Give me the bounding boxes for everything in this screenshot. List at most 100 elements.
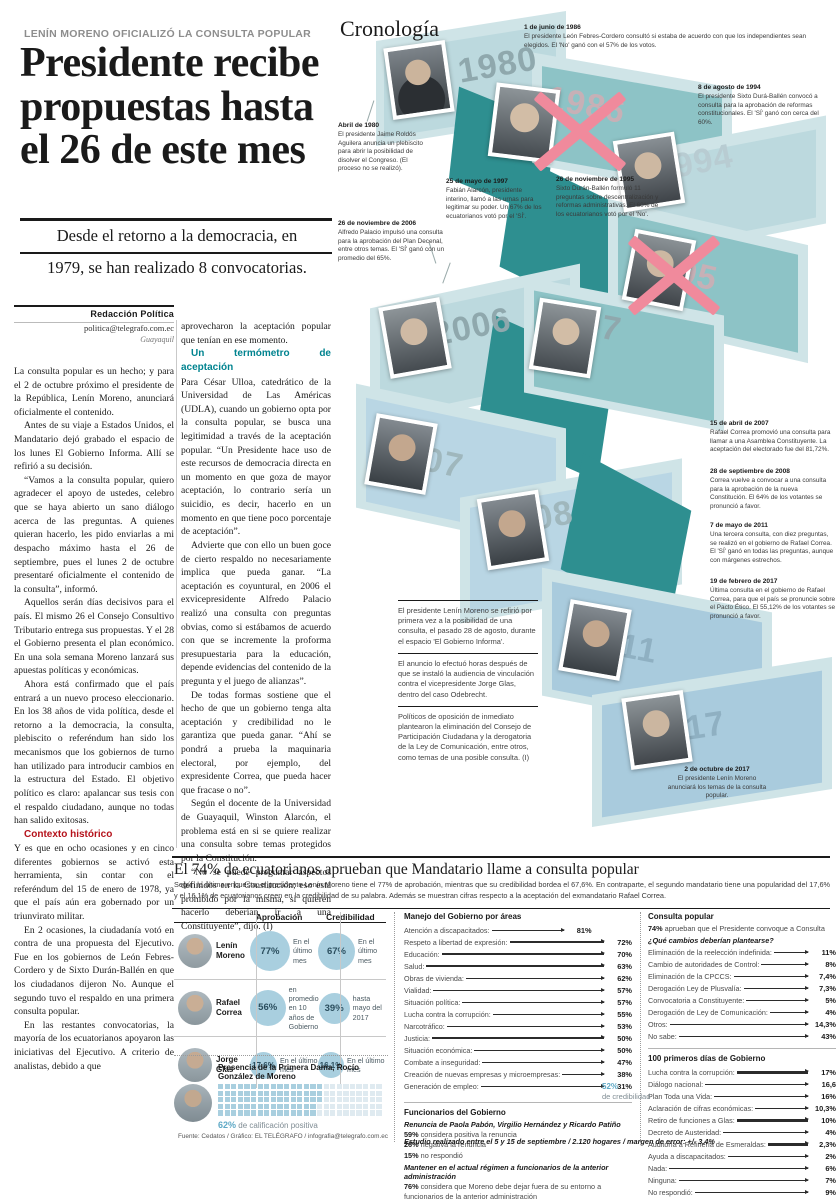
bar-label: Auditoría a Refinería de Esmeraldas: — [648, 1139, 766, 1149]
bar-label: Aclaración de cifras económicas: — [648, 1103, 754, 1113]
section-divider — [648, 1048, 836, 1050]
first-lady-body: 62% de calificación positiva — [174, 1084, 388, 1130]
bar-label: Narcotráfico: — [404, 1021, 445, 1031]
byline-author: Redacción Política — [90, 309, 174, 319]
waffle-cell — [250, 1097, 257, 1103]
stat-note: En el último mes — [293, 936, 313, 965]
person-name: Lenín Moreno — [216, 941, 245, 960]
leader-line — [442, 262, 451, 284]
waffle-cell — [343, 1103, 349, 1110]
bar-row: Creación de nuevas empresas y microempre… — [404, 1068, 632, 1080]
waffle-cell — [224, 1103, 230, 1110]
waffle-cell — [290, 1090, 296, 1096]
person-name: Rafael Correa — [216, 998, 242, 1017]
waffle-cell — [363, 1084, 369, 1090]
stat-line: 26% negativa la renuncia — [404, 1140, 632, 1150]
waffle-cell — [290, 1103, 296, 1110]
event-text: Alfredo Palacio impulsó una consulta par… — [338, 229, 445, 262]
mid-note: Políticos de oposición de inmediato plan… — [398, 705, 538, 769]
grid-col-divider — [340, 912, 341, 1088]
bar-label: Salud: — [404, 961, 425, 971]
waffle-cell — [303, 1090, 310, 1096]
bar-label: Decreto de Austeridad: — [648, 1127, 722, 1137]
waffle-cell — [297, 1103, 303, 1110]
chronology-panel: 1980 1986 1994 1995 1997 2006 2007 2008 … — [336, 8, 838, 854]
bar-label: Lucha contra la corrupción: — [648, 1067, 735, 1077]
bar-row: Retiro de funciones a Glas: 10% — [648, 1114, 836, 1126]
chart-title: Manejo del Gobierno por áreas — [404, 912, 522, 921]
bar-row: Narcotráfico: 53% — [404, 1020, 632, 1032]
event-text: El presidente Sixto Durá-Ballén convocó … — [698, 93, 819, 126]
bar-value: 81% — [576, 925, 592, 935]
waffle-cell — [237, 1103, 244, 1110]
bar-label: Eliminación de la CPCCS: — [648, 971, 732, 981]
bar-value: 70% — [617, 949, 632, 959]
waffle-cell — [244, 1103, 250, 1110]
first-lady-credibility-label: de credibilidad — [602, 1092, 651, 1101]
bar-line — [491, 927, 565, 932]
stat-value: 76% — [404, 1182, 419, 1192]
person-name: Jorge Glas — [216, 1055, 238, 1074]
bar-line — [492, 1011, 606, 1016]
stat-bubble: 67% — [318, 932, 355, 970]
consulta-approval-value: 74% — [648, 924, 663, 933]
waffle-cell — [231, 1090, 237, 1096]
bar-label: Respeto a libertad de expresión: — [404, 937, 508, 947]
waffle-cell — [270, 1103, 277, 1110]
portrait-palacio — [378, 297, 452, 379]
waffle-cell — [356, 1097, 362, 1103]
consulta-approval-text: aprueban que el Presidente convoque a Co… — [664, 924, 825, 933]
waffle-cell — [283, 1084, 290, 1090]
byline-email[interactable]: politica@telegrafo.com.ec — [84, 323, 174, 333]
waffle-cell — [349, 1090, 356, 1096]
paragraph: La consulta popular es un hecho; y para … — [14, 366, 174, 418]
bar-line — [462, 999, 605, 1004]
waffle-cell — [376, 1103, 382, 1110]
bar-label: Combate a inseguridad: — [404, 1057, 481, 1067]
x-mark-icon-1986 — [524, 70, 636, 182]
stat-bubble: 16,1% — [318, 1052, 344, 1078]
chronology-title: Cronología — [340, 16, 439, 41]
event-date: 15 de abril de 2007 — [710, 420, 769, 427]
event-text: El presidente Lenín Moreno anunciará los… — [667, 775, 767, 800]
waffle-cell — [250, 1090, 257, 1096]
byline-rule-top — [14, 305, 174, 307]
waffle-cell — [224, 1084, 230, 1090]
event-text: Una tercera consulta, con diez preguntas… — [710, 531, 834, 564]
waffle-cell — [303, 1110, 310, 1116]
bar-line — [743, 985, 809, 990]
event-callout-1997: 25 de mayo de 1997 Fabián Alarcón, presi… — [446, 178, 544, 221]
bar-label: Cambio de autoridades de Control: — [648, 959, 760, 969]
bar-label: Derogación Ley de Plusvalía: — [648, 983, 742, 993]
column-divider — [176, 320, 177, 848]
poll-rule-top — [172, 856, 830, 858]
bar-line — [769, 1009, 810, 1014]
bar-line — [482, 1059, 605, 1064]
portrait-roldos — [383, 40, 455, 120]
waffle-cell — [336, 1084, 342, 1090]
bar-row: Convocatoria a Constituyente: 5% — [648, 994, 836, 1006]
waffle-cell — [297, 1097, 303, 1103]
waffle-cell — [376, 1097, 382, 1103]
paragraph: Aquellos serán días decisivos para el pa… — [14, 597, 174, 677]
bar-value: 31% — [617, 1081, 632, 1091]
waffle-cell — [290, 1084, 296, 1090]
avatar — [178, 934, 212, 968]
table-row: Rafael Correa 56% en promedio en 10 años… — [174, 979, 386, 1036]
waffle-cell — [231, 1110, 237, 1116]
waffle-cell — [330, 1084, 336, 1090]
page-title: Presidente recibe propuestas hasta el 26… — [20, 40, 320, 174]
waffle-cell — [250, 1084, 257, 1090]
chart-title: 100 primeros días de Gobierno — [648, 1054, 766, 1064]
waffle-cell — [356, 1090, 362, 1096]
event-callout-1995: 26 de noviembre de 1995 Sixto Durán-Ball… — [556, 176, 660, 219]
mid-note: El anuncio lo efectuó horas después de q… — [398, 652, 538, 706]
event-callout-2011: 7 de mayo de 2011 Una tercera consulta, … — [710, 522, 836, 565]
waffle-cell — [356, 1084, 362, 1090]
waffle-cell — [316, 1090, 323, 1096]
bar-label: Justicia: — [404, 1033, 430, 1043]
bar-label: Nada: — [648, 1163, 668, 1173]
waffle-cell — [237, 1090, 244, 1096]
leader-line — [366, 100, 375, 122]
byline: Redacción Política politica@telegrafo.co… — [14, 309, 174, 344]
